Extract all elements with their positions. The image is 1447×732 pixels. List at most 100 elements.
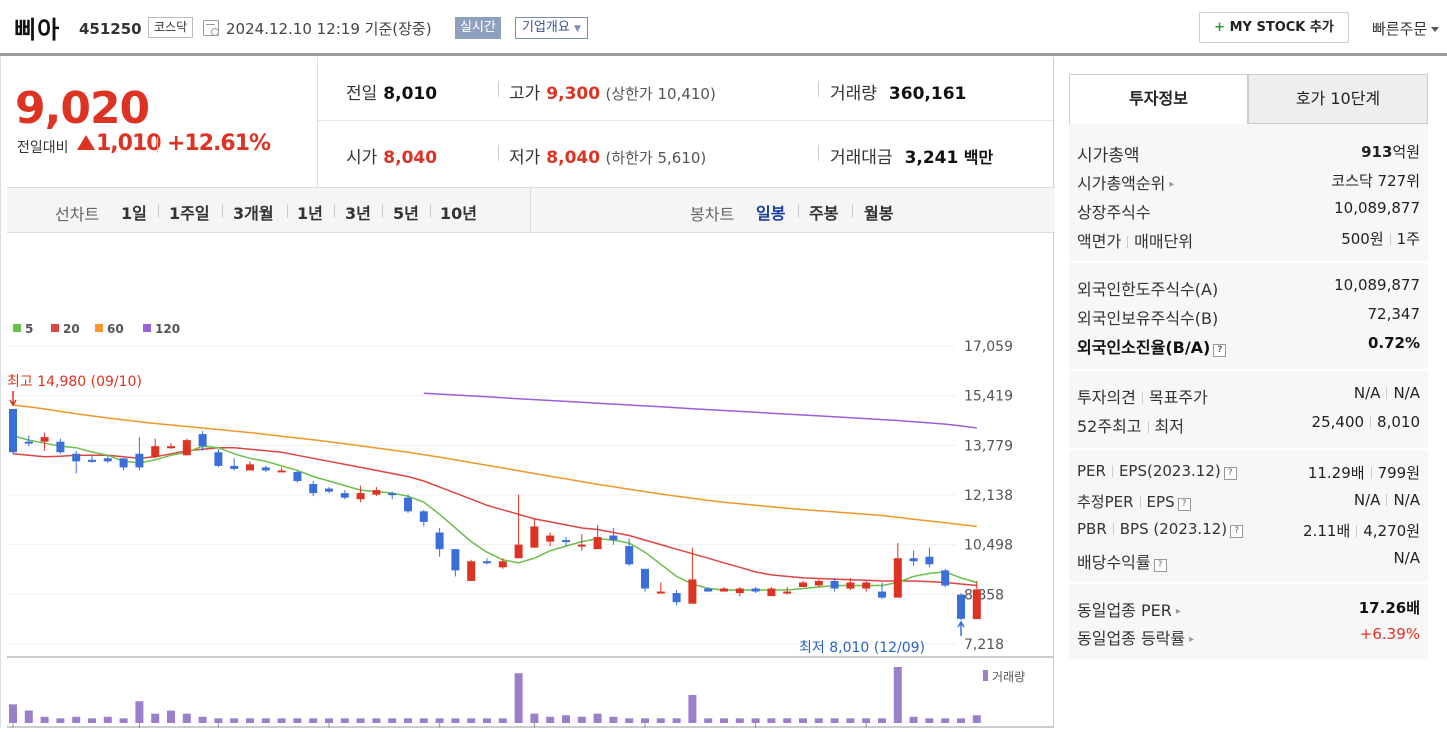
period-1w[interactable]: 1주일 xyxy=(169,204,210,223)
stats-row-2: 시가 8,040 저가 8,040 (하한가 5,610) 거래대금 3,241 백만 xyxy=(318,121,1055,185)
volume-bar xyxy=(862,718,871,723)
volume-bar xyxy=(435,718,444,723)
volume-bar xyxy=(720,718,728,723)
foreign-hold-label: 외국인보유주식수(B) xyxy=(1077,309,1219,328)
volume-bar xyxy=(799,718,807,723)
row-market-cap: 시가총액 913억원 xyxy=(1077,141,1420,166)
candle-body xyxy=(972,589,981,620)
row-sector-per: 동일업종 PER ▸ 17.26배 xyxy=(1077,597,1420,621)
y-tick-label: 15,419 xyxy=(964,389,1013,405)
help-icon[interactable]: ? xyxy=(1213,344,1227,357)
sector-per-value: 17.26배 xyxy=(1358,599,1420,617)
volume-bar xyxy=(814,718,823,723)
volume-bar xyxy=(24,710,33,723)
price-chart[interactable]: 5 20 60 120 17,059 15,419 13,779 12,138 10,498 8,… xyxy=(1,257,1053,728)
stat-label: 거래대금 xyxy=(830,148,893,168)
tab-quote-10[interactable]: 호가 10단계 xyxy=(1248,74,1428,124)
candle-weekly[interactable]: 주봉 xyxy=(809,204,839,223)
change-amount-value: 1,010 xyxy=(96,131,162,156)
volume-bar xyxy=(246,718,254,723)
volume-bar xyxy=(88,718,96,723)
volume-bar xyxy=(467,718,476,723)
pbr-text: PBR xyxy=(1077,520,1107,538)
period-3m[interactable]: 3개월 xyxy=(233,204,274,223)
candle-body xyxy=(814,580,823,586)
low-annotation: 최저 8,010 (12/09) xyxy=(799,640,925,656)
foreign-ratio-text: 외국인소진율(B/A) xyxy=(1077,338,1211,357)
help-icon[interactable]: ? xyxy=(1223,467,1237,480)
help-icon[interactable]: ? xyxy=(1153,559,1167,572)
row-foreign-hold: 외국인보유주식수(B) 72,347 xyxy=(1077,305,1420,329)
row-shares: 상장주식수 10,089,877 xyxy=(1077,199,1420,223)
realtime-badge[interactable]: 실시간 xyxy=(455,17,501,39)
volume-bar xyxy=(135,701,144,723)
period-bar: 선차트 1일 1주일 3개월 1년 3년 5년 10년 봉차트 일봉 주봉 월봉 xyxy=(7,187,1055,233)
div-label: 배당수익률? xyxy=(1077,549,1167,573)
help-icon[interactable]: ? xyxy=(1177,498,1191,511)
legend-label: 5 xyxy=(25,322,33,336)
period-3y[interactable]: 3년 xyxy=(345,204,371,223)
foreign-ratio-value: 0.72% xyxy=(1367,334,1420,352)
candle-body xyxy=(562,540,570,543)
help-icon[interactable]: ? xyxy=(1230,525,1244,538)
volume-bar xyxy=(151,713,160,723)
candle-body xyxy=(9,408,17,453)
volume-bar xyxy=(878,718,886,723)
candle-body xyxy=(340,493,349,498)
bps-val: 4,270원 xyxy=(1363,522,1420,540)
high-annotation: 최고 14,980 (09/10) xyxy=(7,374,142,390)
divider xyxy=(158,204,159,218)
cap-rank-link[interactable]: 시가총액순위 ▸ xyxy=(1077,170,1174,194)
candle-body xyxy=(688,579,697,604)
volume-bar xyxy=(941,718,950,723)
candle-body xyxy=(467,561,476,581)
market-cap-value: 913억원 xyxy=(1361,141,1420,162)
corp-overview-dropdown[interactable]: 기업개요 ▼ xyxy=(515,17,588,39)
ma5-line xyxy=(12,434,978,591)
period-5y[interactable]: 5년 xyxy=(393,204,419,223)
candle-body xyxy=(404,497,412,512)
quick-order-button[interactable]: 빠른주문 xyxy=(1372,18,1439,39)
divider xyxy=(222,204,223,218)
volume-bar xyxy=(735,718,744,723)
candle-body xyxy=(925,556,934,565)
candle-body xyxy=(878,591,886,598)
add-mystock-button[interactable]: + MY STOCK 추가 xyxy=(1199,12,1349,43)
period-1y[interactable]: 1년 xyxy=(297,204,323,223)
upper-limit: (상한가 10,410) xyxy=(605,85,716,103)
volume-bar xyxy=(625,718,634,723)
volume-bar xyxy=(767,718,776,723)
candle-monthly[interactable]: 월봉 xyxy=(864,204,894,223)
volume-bar xyxy=(388,718,397,723)
volume-bar xyxy=(830,718,839,723)
per-label: PER EPS(2023.12)? xyxy=(1077,462,1237,480)
market-cap-label: 시가총액 xyxy=(1077,146,1140,166)
volume-bar xyxy=(182,713,191,723)
volume-bar xyxy=(577,716,586,723)
sector-chg-link[interactable]: 동일업종 등락률 ▸ xyxy=(1077,625,1194,649)
stat-high: 고가 9,300 (상한가 10,410) xyxy=(509,79,716,104)
stock-header: 삐아 451250 코스닥 2024.12.10 12:19 기준(장중) 실시… xyxy=(0,0,1447,56)
divider xyxy=(157,137,158,153)
tab-invest-info[interactable]: 투자정보 xyxy=(1069,74,1248,124)
w52-low-val: 8,010 xyxy=(1377,413,1420,431)
sector-per-link[interactable]: 동일업종 PER ▸ xyxy=(1077,597,1181,621)
volume-bar xyxy=(119,718,128,723)
divider xyxy=(1141,392,1143,404)
volume-bar xyxy=(593,713,602,723)
pbr-label: PBR BPS (2023.12)? xyxy=(1077,520,1244,538)
stat-prev: 전일 8,010 xyxy=(346,79,437,104)
candle-body xyxy=(846,582,855,589)
candle-body xyxy=(720,588,728,592)
candle-body xyxy=(530,526,539,548)
candle-daily[interactable]: 일봉 xyxy=(756,204,786,223)
period-10y[interactable]: 10년 xyxy=(440,204,477,223)
period-1d[interactable]: 1일 xyxy=(121,204,147,223)
candle-body xyxy=(735,588,744,594)
candle-body xyxy=(799,582,807,588)
divider xyxy=(498,145,499,161)
quote-panel: 9,020 전일대비 1,010 +12.61% 전일 8,010 고가 9,300… xyxy=(0,57,1055,728)
row-foreign-limit: 외국인한도주식수(A) 10,089,877 xyxy=(1077,276,1420,300)
opinion-value: N/A N/A xyxy=(1354,384,1420,402)
stock-code: 451250 xyxy=(79,20,142,38)
